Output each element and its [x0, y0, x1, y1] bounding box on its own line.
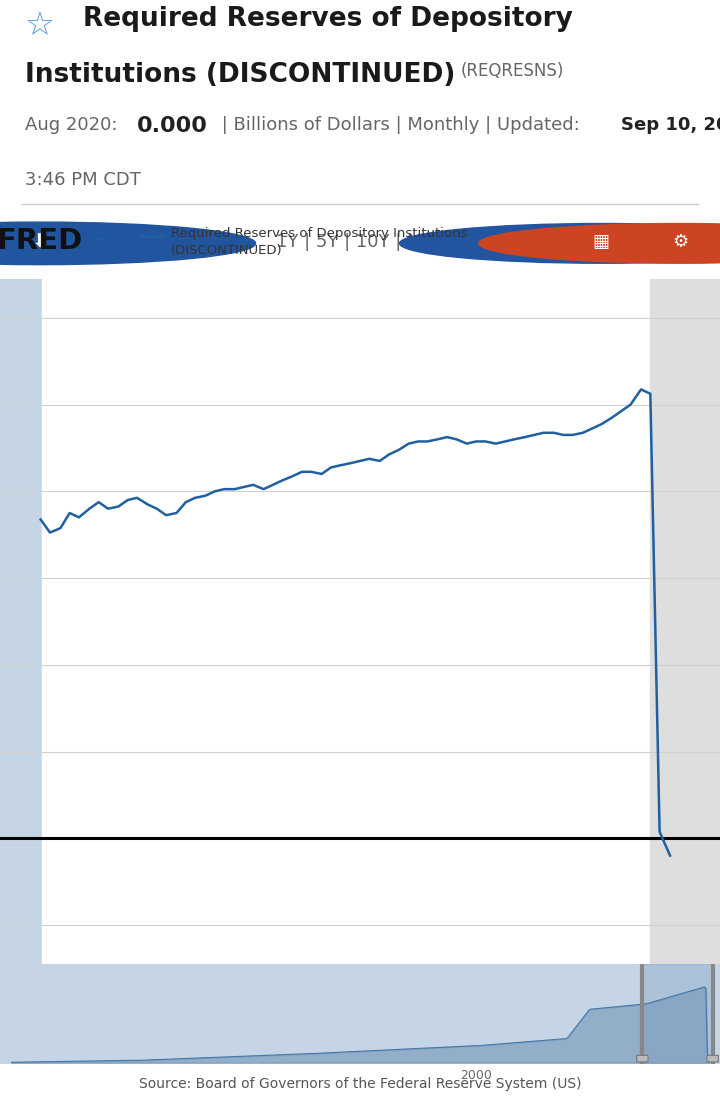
Text: ~: ~ [92, 229, 111, 249]
Bar [642, 964, 713, 1065]
FancyBboxPatch shape [707, 1055, 719, 1062]
Text: | Billions of Dollars | Monthly | Updated:: | Billions of Dollars | Monthly | Update… [216, 116, 585, 134]
Circle shape [400, 224, 720, 263]
Text: 1Y | 5Y | 10Y | Max: 1Y | 5Y | 10Y | Max [276, 232, 444, 251]
Text: ⬇: ⬇ [32, 232, 48, 251]
Text: ☆: ☆ [25, 10, 55, 43]
Circle shape [0, 223, 256, 265]
Text: Source: Board of Governors of the Federal Reserve System (US): Source: Board of Governors of the Federa… [139, 1077, 581, 1090]
Text: Required Reserves of Depository Institutions
(DISCONTINUED): Required Reserves of Depository Institut… [171, 227, 468, 258]
Text: Required Reserves of Depository: Required Reserves of Depository [83, 7, 572, 32]
Text: Sep 10, 2020: Sep 10, 2020 [621, 116, 720, 134]
Text: FRED: FRED [0, 227, 83, 256]
Text: Aug 2020:: Aug 2020: [25, 116, 123, 134]
Text: (REQRESNS): (REQRESNS) [461, 62, 564, 81]
Text: 0.000: 0.000 [137, 116, 207, 136]
FancyBboxPatch shape [636, 1055, 648, 1062]
Text: ⚙: ⚙ [672, 232, 688, 251]
Text: 3:46 PM CDT: 3:46 PM CDT [25, 170, 141, 188]
Bar [650, 279, 720, 964]
Text: ▦: ▦ [593, 232, 610, 251]
Circle shape [479, 224, 720, 263]
Text: Institutions (DISCONTINUED): Institutions (DISCONTINUED) [25, 62, 456, 89]
